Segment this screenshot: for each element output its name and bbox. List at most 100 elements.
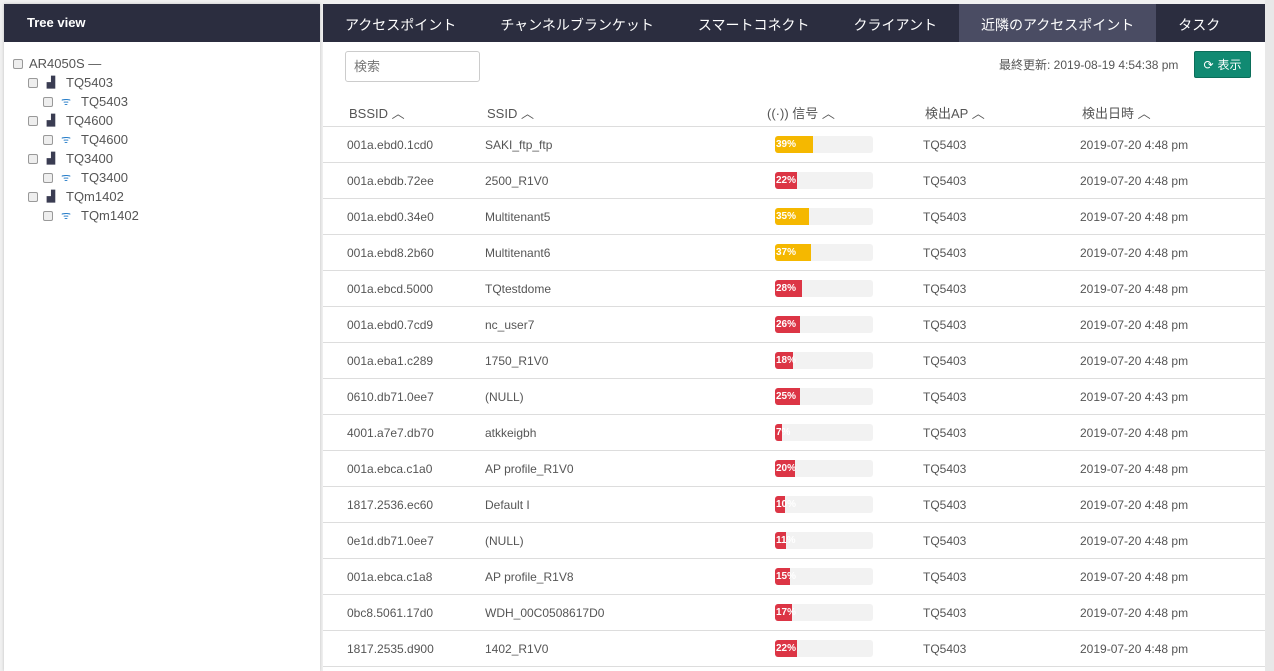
collapse-toggle[interactable]: — — [88, 56, 102, 71]
sort-date[interactable]: 検出日時 ︿ — [1082, 106, 1151, 121]
table-row[interactable]: 001a.ebcd.5000 TQtestdome 28% TQ5403 201… — [323, 271, 1265, 307]
ap-cell: TQ5403 — [923, 174, 967, 188]
table-row[interactable]: 001a.ebd0.7cd9 nc_user7 26% TQ5403 2019-… — [323, 307, 1265, 343]
table-header: BSSID ︿ SSID ︿ ((·)) 信号 ︿ 検出AP ︿ 検出日時 ︿ — [323, 100, 1265, 127]
show-button-label: 表示 — [1217, 58, 1242, 72]
ap-cell: TQ5403 — [923, 534, 967, 548]
ssid-cell: 2500_R1V0 — [485, 174, 549, 188]
date-cell: 2019-07-20 4:48 pm — [1080, 246, 1189, 260]
ssid-cell: Multitenant6 — [485, 246, 551, 260]
bssid-cell: 001a.eba1.c289 — [347, 354, 434, 368]
device-label: TQm1402 — [66, 189, 124, 204]
tree-node-wifi[interactable]: ᯤ TQ4600 — [4, 130, 320, 149]
table-row[interactable]: 001a.ebca.c1a0 AP profile_R1V0 20% TQ540… — [323, 451, 1265, 487]
tab-2[interactable]: スマートコネクト — [697, 17, 810, 33]
show-button[interactable]: ⟳ 表示 — [1194, 51, 1251, 78]
signal-fill: 15% — [775, 568, 796, 585]
header-ap: 検出AP — [925, 106, 969, 121]
tree-node-device[interactable]: ▟ TQ3400 — [4, 149, 320, 168]
device-label: TQ5403 — [66, 75, 113, 90]
table-row[interactable]: 001a.ebca.c1a8 AP profile_R1V8 15% TQ540… — [323, 559, 1265, 595]
tree-node-wifi[interactable]: ᯤ TQm1402 — [4, 206, 320, 225]
table-row[interactable]: 001a.ebd0.1cd0 SAKI_ftp_ftp 39% TQ5403 2… — [323, 127, 1265, 163]
date-cell: 2019-07-20 4:48 pm — [1080, 462, 1189, 476]
table-row[interactable]: 0e1d.db71.0ee7 (NULL) 11% TQ5403 2019-07… — [323, 523, 1265, 559]
table-row[interactable]: 0bc8.5061.17d0 WDH_00C0508617D0 17% TQ54… — [323, 595, 1265, 631]
wifi-label: TQm1402 — [81, 208, 139, 223]
ssid-cell: 1750_R1V0 — [485, 354, 549, 368]
date-cell: 2019-07-20 4:48 pm — [1080, 210, 1189, 224]
tree-root[interactable]: AR4050S — — [4, 54, 320, 73]
refresh-icon: ⟳ — [1203, 57, 1214, 72]
bssid-cell: 001a.ebd0.7cd9 — [347, 318, 434, 332]
ap-cell: TQ5403 — [923, 570, 967, 584]
date-cell: 2019-07-20 4:48 pm — [1080, 354, 1189, 368]
ap-cell: TQ5403 — [923, 462, 967, 476]
table-row[interactable]: 001a.ebdb.72ee 2500_R1V0 22% TQ5403 2019… — [323, 163, 1265, 199]
sort-bssid[interactable]: BSSID ︿ — [349, 106, 405, 121]
ap-cell: TQ5403 — [923, 210, 967, 224]
table-row[interactable]: 001a.eba1.c289 1750_R1V0 18% TQ5403 2019… — [323, 343, 1265, 379]
ssid-cell: atkkeigbh — [485, 426, 537, 440]
checkbox[interactable] — [43, 96, 53, 107]
table-row[interactable]: 001a.ebd8.2b60 Multitenant6 37% TQ5403 2… — [323, 235, 1265, 271]
bssid-cell: 001a.ebdb.72ee — [347, 174, 434, 188]
checkbox[interactable] — [43, 210, 53, 221]
device-tree: AR4050S — ▟ TQ5403 ᯤ TQ5403 ▟ TQ4600 ᯤ TQ4600 ▟ TQ… — [4, 42, 320, 225]
neighbor-ap-table: 001a.ebd0.1cd0 SAKI_ftp_ftp 39% TQ5403 2… — [323, 127, 1265, 667]
bssid-cell: 0bc8.5061.17d0 — [347, 606, 434, 620]
tree-node-wifi[interactable]: ᯤ TQ3400 — [4, 168, 320, 187]
date-cell: 2019-07-20 4:48 pm — [1080, 642, 1189, 656]
signal-bar: 20% — [775, 460, 873, 477]
table-row[interactable]: 1817.2535.d900 1402_R1V0 22% TQ5403 2019… — [323, 631, 1265, 667]
checkbox[interactable] — [13, 58, 23, 69]
checkbox[interactable] — [28, 153, 38, 164]
search-input[interactable] — [345, 51, 480, 82]
ssid-cell: WDH_00C0508617D0 — [485, 606, 605, 620]
bssid-cell: 001a.ebca.c1a0 — [347, 462, 433, 476]
tab-5[interactable]: タスク — [1178, 17, 1221, 33]
signal-fill: 17% — [775, 604, 796, 621]
checkbox[interactable] — [28, 77, 38, 88]
tab-1[interactable]: チャンネルブランケット — [500, 17, 654, 33]
signal-fill: 39% — [775, 136, 814, 153]
signal-bar: 35% — [775, 208, 873, 225]
tab-4[interactable]: 近隣のアクセスポイント — [958, 4, 1157, 42]
signal-fill: 28% — [775, 280, 803, 297]
tree-node-device[interactable]: ▟ TQ4600 — [4, 111, 320, 130]
signal-bar: 7% — [775, 424, 873, 441]
device-label: TQ4600 — [66, 113, 113, 128]
ap-cell: TQ5403 — [923, 246, 967, 260]
signal-fill: 37% — [775, 244, 812, 261]
checkbox[interactable] — [43, 134, 53, 145]
ap-cell: TQ5403 — [923, 606, 967, 620]
ap-cell: TQ5403 — [923, 390, 967, 404]
root-label: AR4050S — [29, 56, 85, 71]
tab-3[interactable]: クライアント — [853, 17, 937, 33]
tree-node-wifi[interactable]: ᯤ TQ5403 — [4, 92, 320, 111]
checkbox[interactable] — [28, 115, 38, 126]
tree-node-device[interactable]: ▟ TQ5403 — [4, 73, 320, 92]
wifi-icon: ᯤ — [60, 96, 72, 108]
sort-signal[interactable]: ((·)) 信号 ︿ — [767, 106, 835, 121]
signal-fill: 22% — [775, 172, 797, 189]
scrollbar[interactable] — [1265, 0, 1274, 671]
tab-0[interactable]: アクセスポイント — [345, 17, 457, 33]
tree-node-device[interactable]: ▟ TQm1402 — [4, 187, 320, 206]
signal-bar: 28% — [775, 280, 873, 297]
table-row[interactable]: 1817.2536.ec60 Default I 10% TQ5403 2019… — [323, 487, 1265, 523]
bssid-cell: 0e1d.db71.0ee7 — [347, 534, 434, 548]
last-updated: 最終更新: 2019-08-19 4:54:38 pm — [999, 58, 1179, 72]
sort-ssid[interactable]: SSID ︿ — [487, 106, 534, 121]
ap-cell: TQ5403 — [923, 426, 967, 440]
date-cell: 2019-07-20 4:48 pm — [1080, 534, 1189, 548]
sort-ap[interactable]: 検出AP ︿ — [925, 106, 985, 121]
table-row[interactable]: 0610.db71.0ee7 (NULL) 25% TQ5403 2019-07… — [323, 379, 1265, 415]
signal-bar: 18% — [775, 352, 873, 369]
table-row[interactable]: 4001.a7e7.db70 atkkeigbh 7% TQ5403 2019-… — [323, 415, 1265, 451]
table-row[interactable]: 001a.ebd0.34e0 Multitenant5 35% TQ5403 2… — [323, 199, 1265, 235]
checkbox[interactable] — [28, 191, 38, 202]
ssid-cell: TQtestdome — [485, 282, 552, 296]
ssid-cell: nc_user7 — [485, 318, 535, 332]
checkbox[interactable] — [43, 172, 53, 183]
